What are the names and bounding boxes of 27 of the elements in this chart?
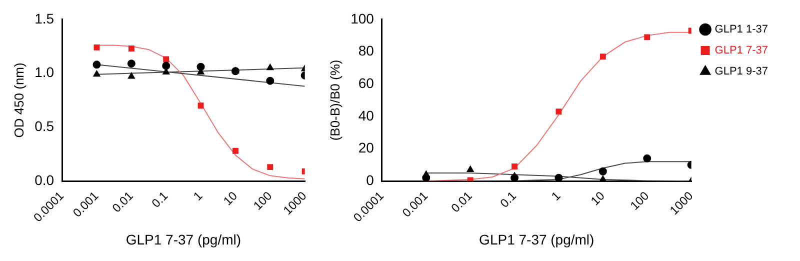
y-tick-label: 1.0 — [34, 64, 54, 80]
x-tick-label: 1 — [190, 188, 206, 204]
y-tick-label: 0 — [366, 172, 374, 188]
x-tick-label: 0.01 — [448, 188, 476, 216]
x-tick-label: 0.1 — [148, 188, 171, 210]
x-tick-label: 10 — [220, 188, 240, 208]
y-tick-label: 80 — [358, 42, 374, 59]
x-axis-title: GLP1 7-37 (pg/ml) — [479, 231, 594, 248]
x-tick-label: 0.01 — [109, 188, 136, 216]
x-axis-title: GLP1 7-37 (pg/ml) — [126, 231, 242, 248]
y-axis-title: (B0-B)/B0 (%) — [327, 60, 342, 141]
x-tick-label: 100 — [250, 188, 275, 213]
y-tick-label: 0.0 — [34, 172, 54, 188]
legend-label: GLP1 9-37 — [714, 66, 768, 78]
y-tick-label: 40 — [358, 107, 374, 124]
x-tick-label: 0.1 — [497, 188, 520, 210]
legend-label: GLP1 1-37 — [714, 24, 768, 36]
x-tick-label: 10 — [588, 188, 608, 208]
y-tick-label: 0.5 — [34, 118, 54, 134]
y-tick-label: 100 — [350, 10, 374, 26]
y-axis-title: OD 450 (nm) — [11, 62, 26, 138]
x-tick-label: 100 — [628, 188, 652, 213]
y-tick-label: 1.5 — [34, 10, 54, 26]
y-tick-label: 20 — [358, 140, 374, 156]
x-tick-label: 1 — [548, 188, 564, 204]
y-tick-label: 60 — [358, 74, 374, 91]
legend-label: GLP1 7-37 — [714, 44, 768, 57]
